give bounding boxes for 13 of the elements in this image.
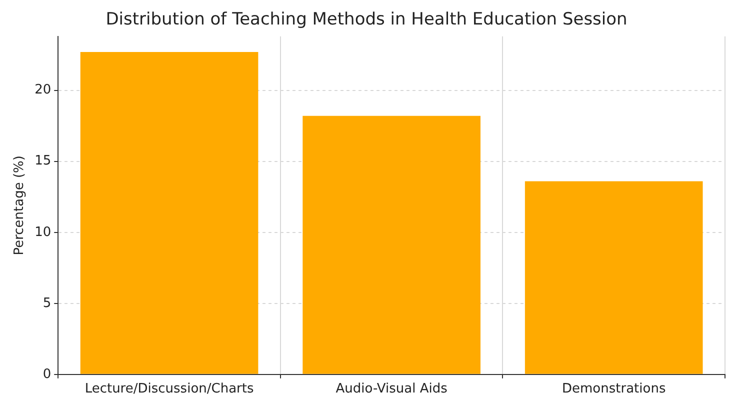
x-tick-label: Lecture/Discussion/Charts bbox=[84, 382, 254, 397]
y-tick-label: 15 bbox=[34, 154, 52, 169]
bar bbox=[80, 52, 258, 374]
y-tick-label: 5 bbox=[42, 296, 52, 311]
y-tick-label: 10 bbox=[34, 224, 52, 240]
chart-title: Distribution of Teaching Methods in Health Education Session bbox=[106, 10, 628, 30]
y-axis-title: Percentage (%) bbox=[12, 156, 28, 256]
x-tick-label: Demonstrations bbox=[562, 382, 666, 397]
y-tick-label: 20 bbox=[34, 82, 52, 98]
bar bbox=[302, 116, 480, 374]
x-tick-label: Audio-Visual Aids bbox=[336, 382, 448, 397]
y-tick-label: 0 bbox=[42, 366, 52, 382]
bar bbox=[524, 181, 703, 374]
